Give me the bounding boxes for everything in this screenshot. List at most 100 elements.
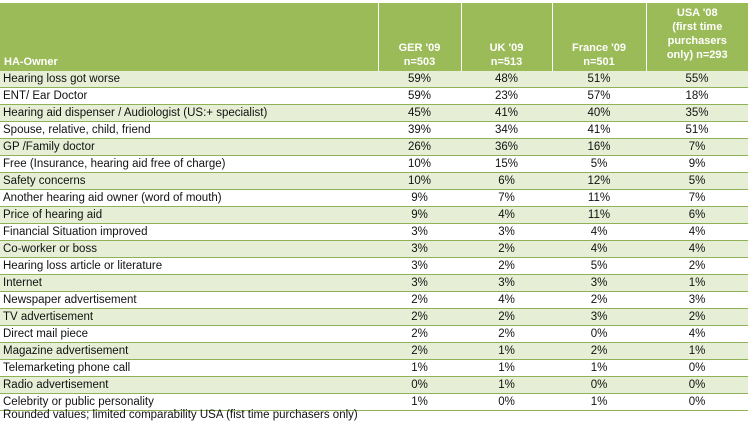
value-france: 3% [552,274,646,292]
value-ger: 0% [378,376,461,394]
value-france: 11% [552,206,646,224]
table-row: Co-worker or boss 3% 2% 4% 4% [0,240,748,258]
header-usa-line-2: (first time [672,21,723,33]
value-uk: 2% [461,257,552,275]
value-usa: 5% [646,172,748,190]
value-usa: 4% [646,325,748,343]
row-label: Price of hearing aid [0,206,378,224]
table-row: Newspaper advertisement 2% 4% 2% 3% [0,291,748,309]
value-uk: 0% [461,393,552,411]
value-france: 1% [552,393,646,411]
value-france: 3% [552,308,646,326]
value-france: 41% [552,121,646,139]
row-label: GP /Family doctor [0,138,378,156]
table-row: Financial Situation improved 3% 3% 4% 4% [0,223,748,241]
table-row: Magazine advertisement 2% 1% 2% 1% [0,342,748,360]
value-france: 40% [552,104,646,122]
value-ger: 59% [378,87,461,105]
value-usa: 9% [646,155,748,173]
value-ger: 3% [378,223,461,241]
table-row: TV advertisement 2% 2% 3% 2% [0,308,748,326]
row-label: Hearing loss got worse [0,71,378,88]
header-row: HA-Owner GER '09 n=503 UK '09 n=513 Fran… [0,3,748,71]
header-usa: USA '08 (first time purchasers only) n=2… [646,3,748,71]
row-label: Hearing aid dispenser / Audiologist (US:… [0,104,378,122]
value-ger: 2% [378,291,461,309]
value-france: 2% [552,342,646,360]
value-uk: 4% [461,291,552,309]
row-label: TV advertisement [0,308,378,326]
survey-table: HA-Owner GER '09 n=503 UK '09 n=513 Fran… [0,3,748,411]
table-body: Hearing loss got worse 59% 48% 51% 55% ENT/ E… [0,71,748,411]
value-ger: 3% [378,240,461,258]
header-ger: GER '09 n=503 [378,3,462,71]
value-ger: 3% [378,274,461,292]
value-uk: 34% [461,121,552,139]
header-usa-line-1: USA '08 [676,7,718,19]
value-uk: 3% [461,274,552,292]
value-uk: 7% [461,189,552,207]
header-france-line-2: n=501 [583,56,615,68]
value-uk: 1% [461,342,552,360]
row-label: Internet [0,274,378,292]
value-usa: 1% [646,342,748,360]
row-label: Radio advertisement [0,376,378,394]
value-france: 12% [552,172,646,190]
value-ger: 9% [378,206,461,224]
value-usa: 6% [646,206,748,224]
value-france: 0% [552,376,646,394]
header-label: HA-Owner [0,3,379,71]
value-france: 11% [552,189,646,207]
value-ger: 59% [378,71,461,88]
value-ger: 2% [378,342,461,360]
header-usa-line-4: only) n=293 [666,49,728,61]
row-label: Telemarketing phone call [0,359,378,377]
value-france: 57% [552,87,646,105]
row-label: Hearing loss article or literature [0,257,378,275]
value-ger: 1% [378,359,461,377]
header-uk-line-2: n=513 [490,56,523,68]
row-label: Spouse, relative, child, friend [0,121,378,139]
value-france: 16% [552,138,646,156]
value-uk: 3% [461,223,552,241]
header-uk: UK '09 n=513 [461,3,553,71]
value-ger: 10% [378,155,461,173]
table-row: Internet 3% 3% 3% 1% [0,274,748,292]
value-ger: 1% [378,393,461,411]
row-label: Co-worker or boss [0,240,378,258]
table-row: Telemarketing phone call 1% 1% 1% 0% [0,359,748,377]
value-france: 1% [552,359,646,377]
row-label: Magazine advertisement [0,342,378,360]
value-uk: 2% [461,325,552,343]
row-label: Safety concerns [0,172,378,190]
table-row: Free (Insurance, hearing aid free of cha… [0,155,748,173]
value-uk: 1% [461,359,552,377]
row-label: Direct mail piece [0,325,378,343]
header-france: France '09 n=501 [552,3,647,71]
value-uk: 23% [461,87,552,105]
value-france: 5% [552,257,646,275]
header-france-line-1: France '09 [572,42,626,54]
table-row: Hearing loss got worse 59% 48% 51% 55% [0,71,748,88]
value-france: 0% [552,325,646,343]
table-row: Safety concerns 10% 6% 12% 5% [0,172,748,190]
table-row: Celebrity or public personality 1% 0% 1% 0% [0,393,748,411]
value-uk: 15% [461,155,552,173]
value-usa: 35% [646,104,748,122]
value-usa: 18% [646,87,748,105]
table-row: Hearing aid dispenser / Audiologist (US:… [0,104,748,122]
value-usa: 0% [646,393,748,411]
value-usa: 55% [646,71,748,88]
value-france: 5% [552,155,646,173]
value-ger: 39% [378,121,461,139]
header-ger-line-1: GER '09 [398,42,441,54]
row-label: Free (Insurance, hearing aid free of cha… [0,155,378,173]
table-row: Hearing loss article or literature 3% 2% 5%… [0,257,748,275]
value-usa: 0% [646,359,748,377]
value-ger: 2% [378,325,461,343]
value-uk: 4% [461,206,552,224]
table-row: Another hearing aid owner (word of mouth… [0,189,748,207]
value-ger: 26% [378,138,461,156]
value-ger: 2% [378,308,461,326]
